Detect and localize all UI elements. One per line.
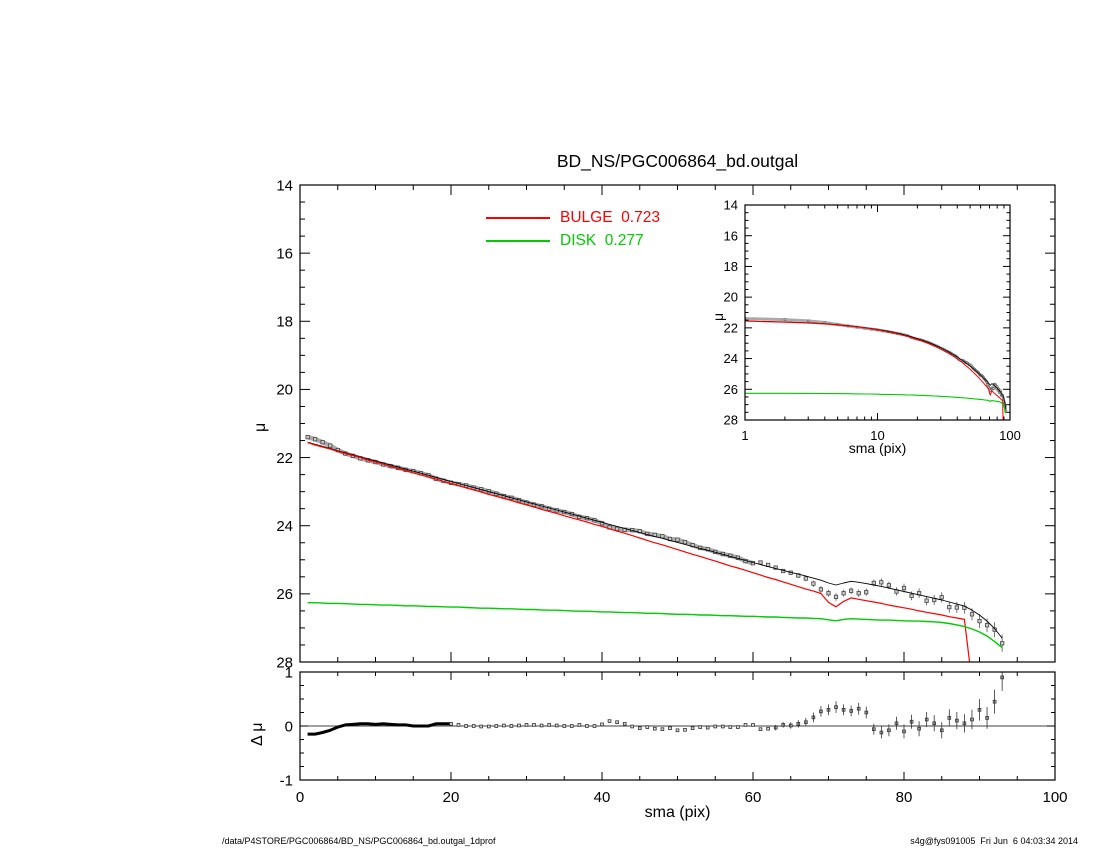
svg-text:18: 18: [276, 314, 293, 331]
residual-series: [300, 672, 1055, 739]
legend-row-disk: DISK 0.277: [486, 229, 660, 252]
svg-text:24: 24: [276, 518, 293, 535]
svg-text:60: 60: [745, 789, 762, 806]
inset-x-axis-label: sma (pix): [848, 440, 907, 456]
inset-axes: 14 16 18 20 22 24 26 281 10 100: [724, 198, 1021, 443]
residual-y-axis-label: Δ μ: [249, 722, 266, 746]
svg-text:20: 20: [724, 290, 738, 305]
main-axes: 14 16 18 20 22 24 26 28: [276, 177, 1056, 671]
x-axis-label: sma (pix): [644, 804, 711, 821]
svg-text:100: 100: [999, 428, 1021, 443]
main-y-axis-label: μ: [252, 422, 269, 432]
svg-text:20: 20: [443, 789, 460, 806]
legend-row-bulge: BULGE 0.723: [486, 206, 660, 229]
svg-text:0: 0: [296, 789, 304, 806]
svg-text:10: 10: [870, 428, 884, 443]
bulge-line-swatch: [486, 216, 550, 219]
svg-text:24: 24: [724, 351, 738, 366]
svg-text:14: 14: [724, 198, 738, 213]
svg-text:-1: -1: [280, 772, 293, 789]
disk-line-swatch: [486, 239, 550, 242]
svg-text:1: 1: [285, 664, 293, 681]
chart-title: BD_NS/PGC006864_bd.outgal: [556, 151, 799, 171]
bulge-legend-label: BULGE 0.723: [560, 208, 660, 226]
legend: BULGE 0.723 DISK 0.277: [486, 206, 660, 252]
svg-text:22: 22: [276, 450, 293, 467]
svg-text:80: 80: [896, 789, 913, 806]
svg-text:18: 18: [724, 259, 738, 274]
inset-y-axis-label: μ: [710, 312, 726, 321]
main-series: [305, 434, 1005, 662]
svg-text:26: 26: [724, 382, 738, 397]
svg-text:22: 22: [724, 320, 738, 335]
svg-text:28: 28: [724, 413, 738, 428]
svg-text:1: 1: [741, 428, 748, 443]
svg-text:100: 100: [1042, 789, 1067, 806]
svg-text:20: 20: [276, 382, 293, 399]
svg-text:16: 16: [724, 228, 738, 243]
footer-file-path: /data/P4STORE/PGC006864/BD_NS/PGC006864_…: [222, 836, 496, 846]
disk-legend-label: DISK 0.277: [560, 231, 644, 249]
svg-text:14: 14: [276, 177, 293, 194]
svg-text:16: 16: [276, 245, 293, 262]
svg-text:0: 0: [285, 718, 293, 735]
inset-series: [745, 317, 1008, 420]
svg-text:26: 26: [276, 586, 293, 603]
svg-text:28: 28: [276, 654, 293, 671]
footer-user-timestamp: s4g@fys091005 Fri Jun 6 04:03:34 2014: [910, 836, 1078, 846]
svg-text:40: 40: [594, 789, 611, 806]
